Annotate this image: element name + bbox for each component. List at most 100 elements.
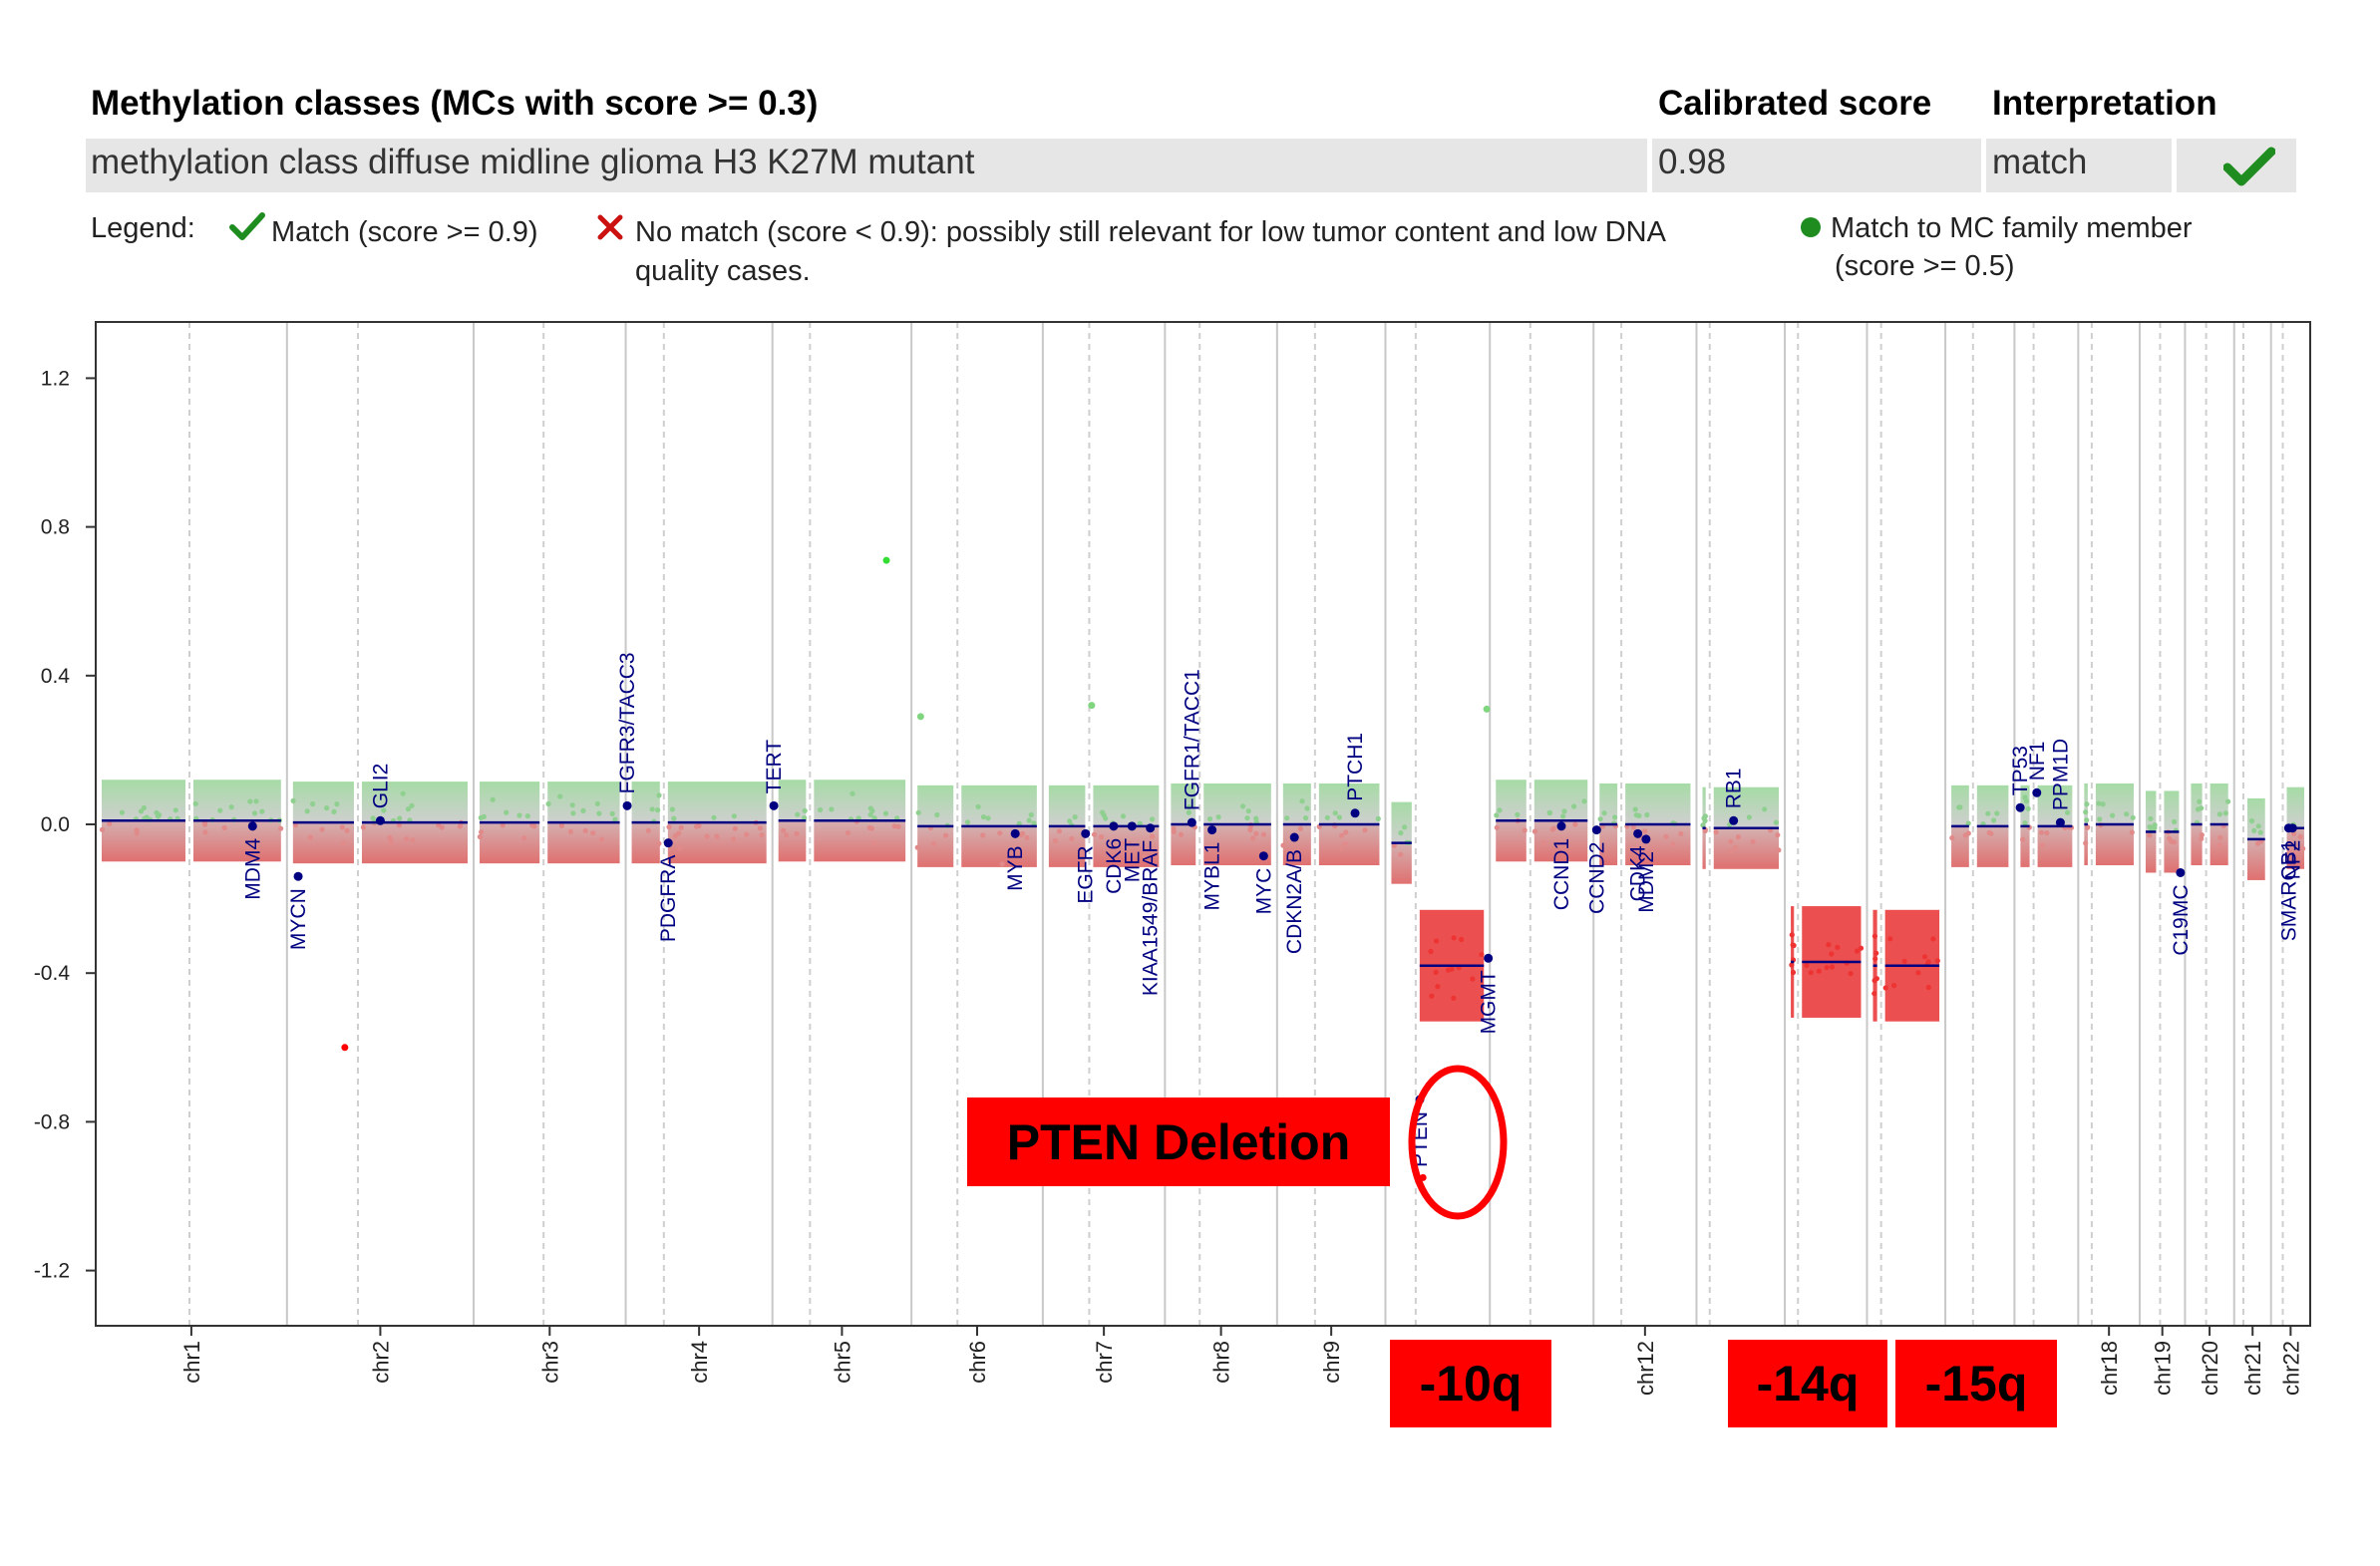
probe-point [250,838,256,844]
probe-point [251,810,258,816]
probe-point [1581,798,1587,804]
loss-band [1048,825,1086,867]
outlier-point [341,1044,349,1052]
legend-nomatch-text-2: quality cases. [635,255,811,287]
gene-marker [1641,834,1651,844]
interpretation-value: match [1992,143,2088,181]
probe-point [1572,821,1578,827]
probe-point [582,827,588,834]
gain-band [1533,780,1588,821]
probe-point [1515,811,1521,817]
probe-point [1988,830,1994,836]
gene-marker [1633,828,1643,838]
probe-point [784,832,790,838]
legend-label: Legend: [91,212,195,244]
probe-point [334,801,340,807]
probe-point [1808,970,1814,976]
probe-point [1494,812,1500,818]
loss-band [102,820,185,862]
probe-point [1362,827,1368,833]
x-tick-label: chr8 [1209,1341,1234,1384]
x-tick-label: chr6 [965,1341,990,1384]
gene-label: RB1 [1723,768,1746,808]
gain-band [1496,780,1527,821]
x-tick-label: chr21 [2240,1341,2265,1396]
probe-point [1398,830,1404,836]
probe-point [871,815,877,821]
probe-point [340,840,346,846]
probe-point [1020,830,1026,836]
probe-point [2096,800,2102,806]
probe-point [99,826,106,832]
probe-point [1253,830,1259,837]
probe-point [999,861,1005,867]
probe-point [1398,851,1404,857]
probe-point [221,824,227,831]
probe-point [2291,850,2297,856]
probe-point [934,811,940,818]
x-tick-label: chr1 [179,1341,204,1384]
loss-band [2095,824,2134,866]
probe-point [2100,801,2106,807]
probe-point [2020,836,2026,842]
gene-label: FGFR3/TACC3 [616,652,639,793]
probe-point [1791,942,1797,949]
probe-point [324,805,330,811]
probe-point [531,823,537,829]
outlier-point [882,556,890,564]
probe-point [975,803,981,809]
probe-point [781,827,787,833]
probe-point [304,808,310,814]
loss-band [361,822,469,864]
gain-band [1702,786,1706,828]
probe-point [714,833,720,839]
probe-point [1451,935,1457,941]
probe-point [1028,811,1034,818]
gene-label: NF1 [2026,742,2049,782]
loss-band [2246,838,2265,880]
probe-point [1762,806,1768,812]
interpretation-cell [1986,139,2172,192]
probe-point [795,811,801,817]
probe-point [478,814,484,821]
probe-point [2129,829,2135,835]
chr10q-loss-label: -10q [1390,1340,1551,1427]
probe-point [504,809,510,815]
probe-point [1882,985,1888,991]
loss-band [778,820,807,862]
gain-band [2286,786,2304,828]
probe-point [656,792,662,798]
probe-point [331,808,337,815]
gene-label: EGFR [1075,845,1098,903]
loss-band [1093,825,1160,867]
probe-point [612,816,618,822]
status-cell [2177,139,2296,192]
probe-point [217,807,223,813]
probe-point [1260,831,1266,837]
probe-point [1119,840,1125,846]
probe-point [704,833,710,839]
probe-point [2084,801,2090,807]
probe-point [1612,814,1618,820]
probe-point [1187,803,1192,810]
probe-point [1402,824,1408,830]
probe-point [818,806,824,813]
probe-point [2225,798,2231,804]
probe-point [1965,830,1971,836]
probe-point [711,814,717,820]
probe-point [1824,965,1830,971]
gain-band [631,782,660,823]
gene-label: KIAA1549/BRAF [1140,840,1163,996]
probe-point [1280,842,1286,848]
gene-label: MET [1121,838,1144,883]
probe-point [2022,794,2028,800]
probe-point [678,824,684,830]
probe-point [397,815,403,821]
probe-point [1854,948,1861,954]
gene-label: MYBL1 [1201,842,1224,911]
probe-point [1957,804,1963,810]
chr14q-loss-label: -14q [1728,1340,1887,1427]
gain-band [1625,783,1691,824]
chr15q-loss-label: -15q [1895,1340,2057,1427]
gain-band [1713,786,1780,828]
